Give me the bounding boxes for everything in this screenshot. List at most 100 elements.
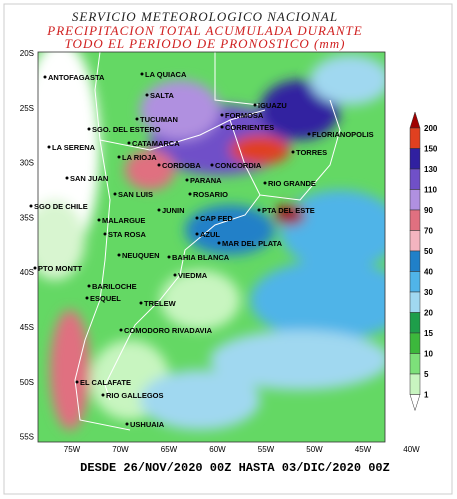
legend-label: 15 <box>424 329 433 338</box>
city-marker <box>145 93 149 97</box>
legend-label: 40 <box>424 268 433 277</box>
city-label: VIEDMA <box>178 271 208 280</box>
legend-label: 5 <box>424 370 429 379</box>
city-marker <box>117 155 121 159</box>
city-label: CONCORDIA <box>215 161 262 170</box>
legend-label: 30 <box>424 288 433 297</box>
city-marker <box>103 232 107 236</box>
city-marker <box>157 208 161 212</box>
city-marker <box>117 253 121 257</box>
city-label: SGO. DEL ESTERO <box>92 125 161 134</box>
city-label: FORMOSA <box>225 111 264 120</box>
legend-label: 200 <box>424 124 438 133</box>
city-label: IGUAZU <box>258 101 287 110</box>
city-marker <box>101 393 105 397</box>
city-marker <box>139 301 143 305</box>
colorbar-segment <box>409 271 421 293</box>
city-marker <box>291 150 295 154</box>
city-label: MALARGUE <box>102 216 145 225</box>
city-marker <box>157 163 161 167</box>
city-label: COMODORO RIVADAVIA <box>124 326 213 335</box>
city-marker <box>188 192 192 196</box>
colorbar-segment <box>409 189 421 211</box>
city-label: SGO DE CHILE <box>34 202 88 211</box>
city-marker <box>75 380 79 384</box>
city-label: JUNIN <box>162 206 185 215</box>
city-marker <box>47 145 51 149</box>
subtitle: PRECIPITACION TOTAL ACUMULADA DURANTE <box>46 23 362 38</box>
longitude-label: 75W <box>64 445 81 454</box>
city-marker <box>97 218 101 222</box>
city-marker <box>87 127 91 131</box>
city-label: PARANA <box>190 176 222 185</box>
city-marker <box>220 125 224 129</box>
city-marker <box>185 178 189 182</box>
city-label: TORRES <box>296 148 327 157</box>
city-label: PTA DEL ESTE <box>262 206 315 215</box>
legend-label: 1 <box>424 391 429 400</box>
city-marker <box>85 296 89 300</box>
longitude-label: 65W <box>161 445 178 454</box>
legend-label: 150 <box>424 145 438 154</box>
city-label: TRELEW <box>144 299 177 308</box>
city-label: RIO GRANDE <box>268 179 316 188</box>
legend-label: 20 <box>424 309 433 318</box>
city-marker <box>29 204 33 208</box>
colorbar-segment <box>409 168 421 190</box>
legend-label: 90 <box>424 206 433 215</box>
legend-label: 130 <box>424 165 438 174</box>
colorbar: 200 150 130 110 90 70 50 40 30 20 15 10 5 1 <box>409 111 438 412</box>
colorbar-segment <box>409 291 421 313</box>
city-marker <box>33 266 37 270</box>
latitude-label: 55S <box>20 433 34 442</box>
city-label: BARILOCHE <box>92 282 137 291</box>
city-marker <box>167 255 171 259</box>
city-label: TUCUMAN <box>140 115 178 124</box>
city-marker <box>125 422 129 426</box>
city-label: EL CALAFATE <box>80 378 131 387</box>
city-marker <box>217 241 221 245</box>
city-label: LA SERENA <box>52 143 96 152</box>
city-label: LA QUIACA <box>145 70 187 79</box>
city-label: CAP FED <box>200 214 233 223</box>
colorbar-segment <box>409 127 421 149</box>
city-marker <box>307 132 311 136</box>
colorbar-bottom <box>409 394 421 412</box>
city-label: LA RIOJA <box>122 153 157 162</box>
city-label: ESQUEL <box>90 294 121 303</box>
latitude-label: 40S <box>20 268 34 277</box>
latitude-label: 35S <box>20 213 34 222</box>
longitude-label: 40W <box>403 445 420 454</box>
city-marker <box>263 181 267 185</box>
footer: DESDE 26/NOV/2020 00Z HASTA 03/DIC/2020 … <box>80 461 390 475</box>
city-marker <box>119 328 123 332</box>
latitude-label: 50S <box>20 378 34 387</box>
city-label: ROSARIO <box>193 190 228 199</box>
city-label: CATAMARCA <box>132 139 180 148</box>
city-marker <box>195 232 199 236</box>
city-label: MAR DEL PLATA <box>222 239 283 248</box>
latitude-label: 45S <box>20 323 34 332</box>
city-marker <box>65 176 69 180</box>
longitude-label: 50W <box>306 445 323 454</box>
legend-label: 70 <box>424 227 433 236</box>
latitude-label: 25S <box>20 104 34 113</box>
city-label: BAHIA BLANCA <box>172 253 230 262</box>
longitude-label: 70W <box>112 445 129 454</box>
title: SERVICIO METEOROLOGICO NACIONAL <box>72 9 338 24</box>
city-label: SAN JUAN <box>70 174 108 183</box>
colorbar-segment <box>409 250 421 272</box>
legend-label: 110 <box>424 186 437 195</box>
city-marker <box>113 192 117 196</box>
city-label: SALTA <box>150 91 174 100</box>
city-marker <box>195 216 199 220</box>
city-label: NEUQUEN <box>122 251 160 260</box>
longitude-label: 55W <box>258 445 275 454</box>
legend-label: 50 <box>424 247 433 256</box>
city-marker <box>43 75 47 79</box>
city-label: SAN LUIS <box>118 190 153 199</box>
colorbar-segment <box>409 373 421 395</box>
city-label: AZUL <box>200 230 220 239</box>
city-marker <box>87 284 91 288</box>
city-label: CORRIENTES <box>225 123 274 132</box>
